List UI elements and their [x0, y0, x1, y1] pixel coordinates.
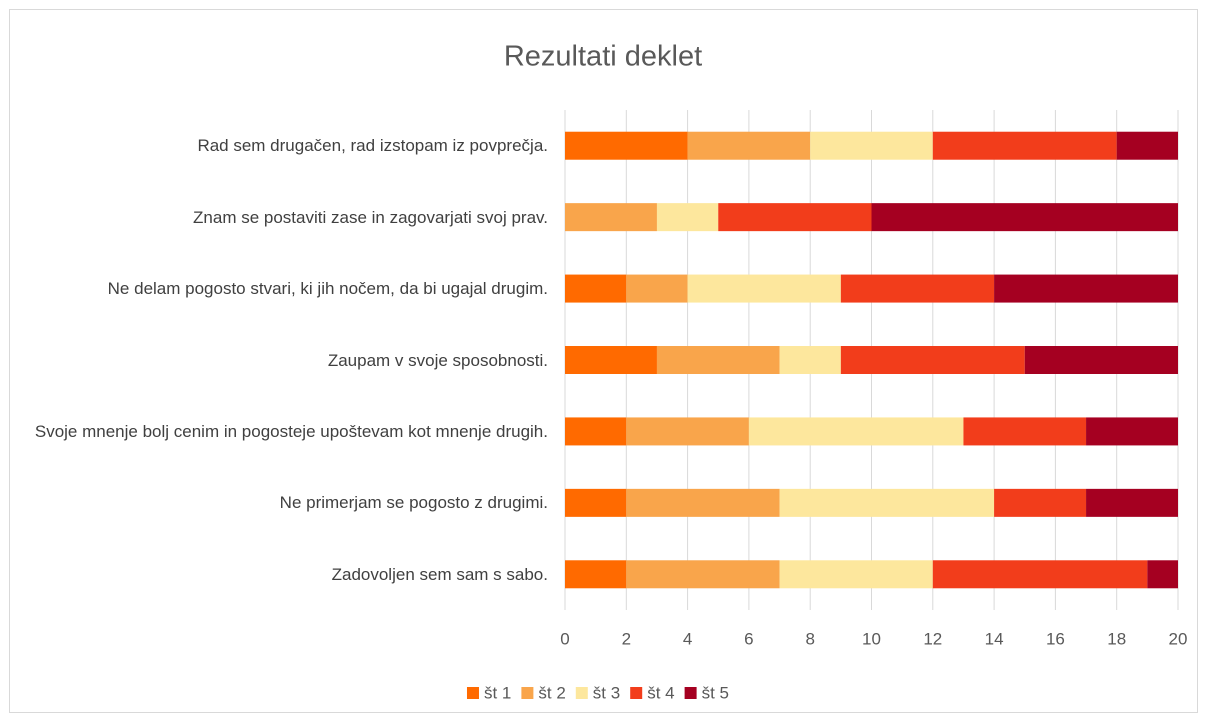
bar-segment: [565, 488, 627, 517]
bar-segment: [779, 346, 841, 374]
bar-segment: [1024, 346, 1178, 374]
legend-label: št 5: [702, 683, 729, 702]
x-tick-label: 4: [683, 629, 692, 648]
legend-swatch: [630, 687, 643, 699]
bar-segment: [718, 203, 872, 232]
x-tick-label: 2: [622, 629, 631, 648]
legend-label: št 1: [484, 683, 511, 702]
legend-swatch: [684, 687, 697, 699]
x-tick-label: 6: [744, 629, 753, 648]
chart-title: Rezultati deklet: [504, 41, 702, 73]
bar-segment: [656, 346, 780, 374]
bar-segment: [779, 560, 933, 589]
bar-segment: [871, 203, 1178, 232]
x-tick-label: 8: [805, 629, 814, 648]
legend-swatch: [521, 687, 534, 699]
bar-segment: [626, 417, 749, 446]
bar-segment: [626, 560, 780, 589]
legend-swatch: [575, 687, 588, 699]
bar-segment: [565, 560, 627, 589]
bar-segment: [1147, 560, 1178, 589]
x-tick-label: 12: [923, 629, 942, 648]
bar-segment: [565, 417, 627, 446]
bar-segment: [565, 131, 688, 160]
bar-segment: [565, 274, 627, 303]
y-tick-label: Zadovoljen sem sam s sabo.: [331, 564, 548, 584]
bar-segment: [1116, 131, 1178, 160]
legend-label: št 3: [593, 683, 620, 702]
bar-segment: [1086, 488, 1178, 517]
legend-swatch: [466, 687, 479, 699]
bar-segment: [963, 417, 1087, 446]
bar-segment: [656, 203, 719, 232]
bar-segment: [840, 346, 1025, 374]
legend-label: št 2: [538, 683, 565, 702]
y-tick-label: Znam se postaviti zase in zagovarjati sv…: [193, 207, 548, 227]
bar-segment: [748, 417, 964, 446]
x-tick-label: 0: [560, 629, 569, 648]
y-tick-label: Svoje mnenje bolj cenim in pogosteje upo…: [34, 421, 548, 441]
bar-segment: [687, 131, 811, 160]
bar-segment: [687, 274, 841, 303]
bar-segment: [565, 203, 657, 232]
legend-label: št 4: [647, 683, 674, 702]
bar-segment: [840, 274, 995, 303]
bar-segment: [565, 346, 657, 374]
bar-segment: [626, 488, 780, 517]
y-tick-label: Ne primerjam se pogosto z drugimi.: [279, 493, 548, 513]
bar-segment: [932, 560, 1148, 589]
x-tick-label: 10: [862, 629, 881, 648]
x-tick-label: 20: [1169, 629, 1188, 648]
y-tick-label: Zaupam v svoje sposobnosti.: [327, 350, 548, 370]
bar-segment: [810, 131, 933, 160]
bar-segment: [994, 274, 1178, 303]
y-tick-label: Ne delam pogosto stvari, ki jih nočem, d…: [107, 279, 548, 299]
bar-segment: [626, 274, 688, 303]
bar-segment: [1086, 417, 1178, 446]
bar-segment: [932, 131, 1117, 160]
bar-segment: [994, 488, 1087, 517]
x-tick-label: 14: [985, 629, 1004, 648]
bar-segment: [779, 488, 995, 517]
y-tick-label: Rad sem drugačen, rad izstopam iz povpre…: [197, 136, 548, 156]
x-tick-label: 16: [1046, 629, 1065, 648]
x-tick-label: 18: [1107, 629, 1126, 648]
